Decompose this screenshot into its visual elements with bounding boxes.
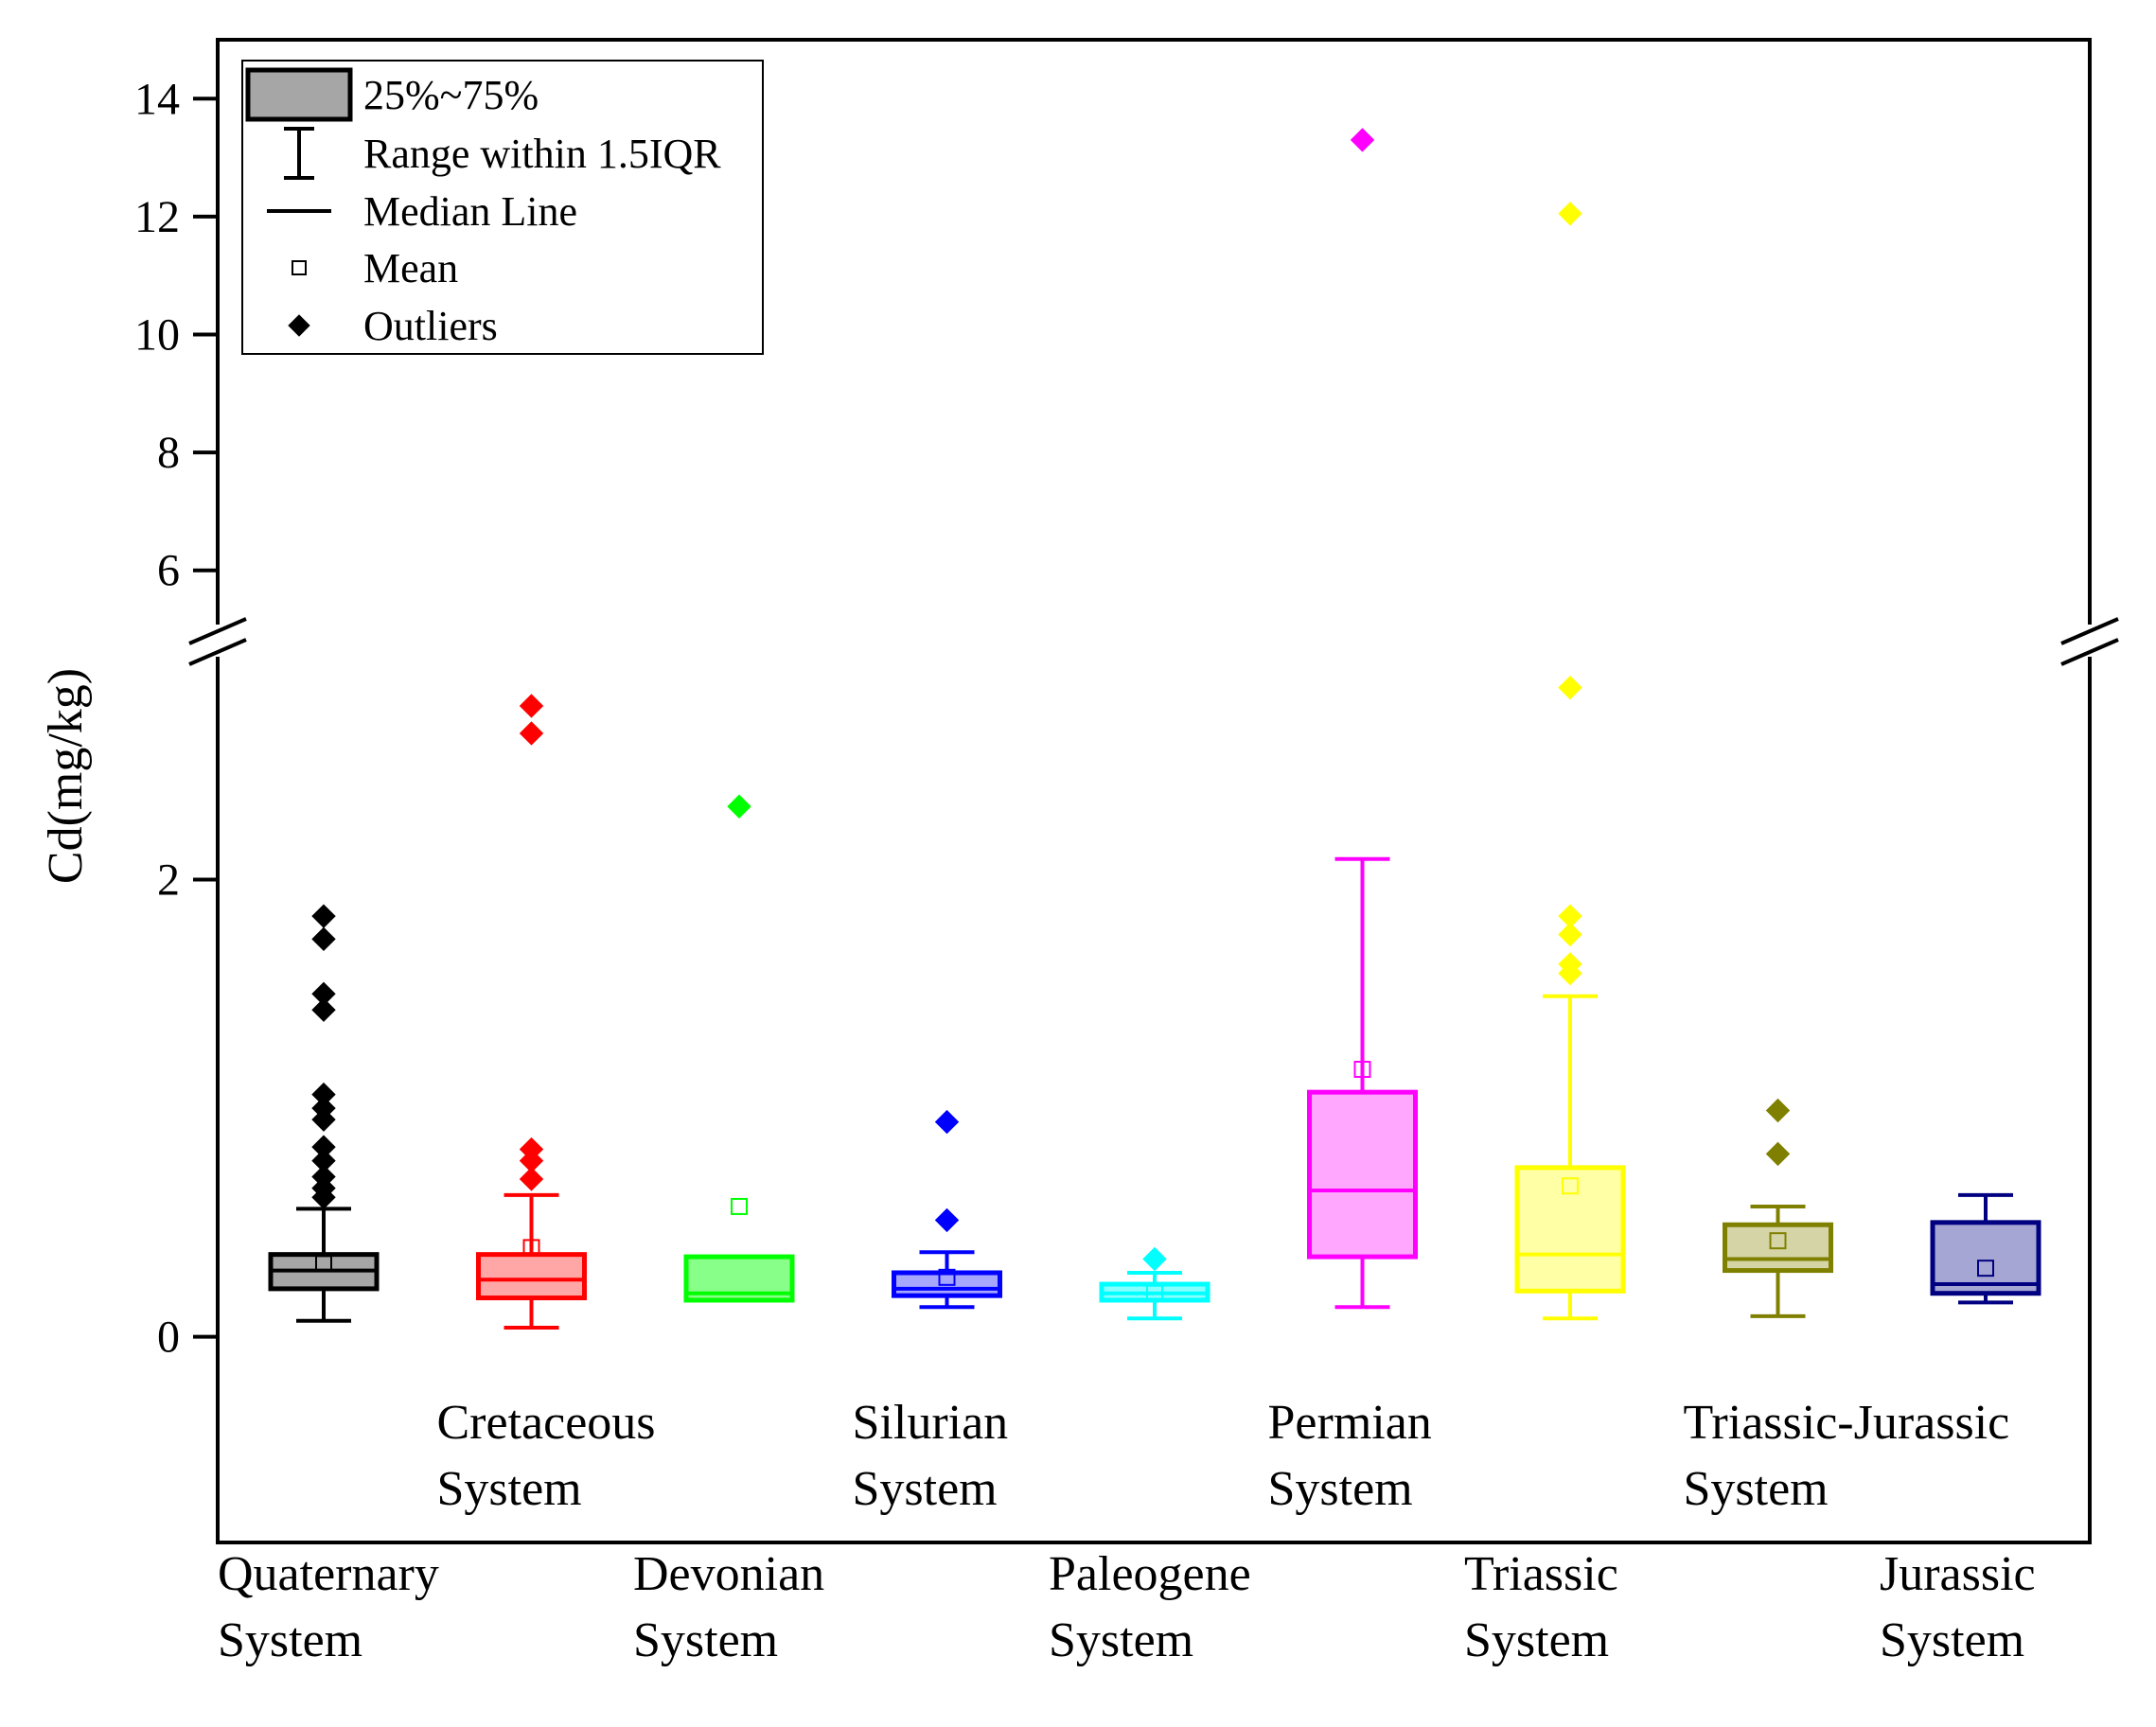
y-tick-label-2: 2: [157, 855, 180, 906]
iqr-box: [892, 1270, 1002, 1298]
outlier-1: [311, 926, 336, 952]
mean-marker: [1146, 1284, 1163, 1302]
iqr-box: [1307, 1089, 1418, 1260]
box-paleogene-system: [1099, 1246, 1211, 1321]
box-quaternary-system: [268, 904, 380, 1323]
category-label-5: Permian System: [1268, 1396, 1432, 1516]
category-label-line: Cretaceous: [437, 1396, 656, 1450]
outlier-1: [519, 721, 544, 746]
category-label-1: Cretaceous System: [437, 1396, 656, 1516]
outlier-0: [311, 904, 336, 928]
y-axis: 0 2 6 8 10 12 14: [134, 74, 218, 1363]
outlier-0: [1765, 1098, 1791, 1123]
category-label-6: Triassic System: [1464, 1547, 1618, 1667]
legend-entry-0: 25%~75%: [363, 72, 539, 118]
category-label-line: Silurian: [853, 1396, 1009, 1450]
plot-frame: [216, 38, 2092, 1544]
legend-symbol-box: [245, 67, 353, 122]
category-label-line: Paleogene: [1049, 1547, 1251, 1601]
legend-entry-3: Mean: [363, 245, 458, 291]
outlier-1: [934, 1207, 960, 1233]
mean-marker: [1769, 1232, 1787, 1250]
outlier-0: [1558, 202, 1582, 226]
category-label-line: System: [1684, 1462, 1829, 1516]
mean-marker: [1353, 1061, 1371, 1079]
category-label-line: System: [437, 1462, 582, 1516]
y-tick-label-0: 0: [157, 1313, 180, 1363]
iqr-box: [476, 1252, 587, 1301]
outlier-4: [519, 1167, 544, 1191]
axis-breaks: [188, 617, 2119, 666]
legend: 25%~75% Range within 1.5IQR Median Line Mea…: [241, 60, 764, 355]
y-tick-label-14: 14: [134, 74, 180, 124]
box-permian-system: [1307, 128, 1418, 1310]
category-label-line: System: [1268, 1462, 1413, 1516]
box-cretaceous-system: [476, 694, 587, 1330]
legend-entry-1: Range within 1.5IQR: [363, 131, 721, 177]
category-label-line: Permian: [1268, 1396, 1432, 1450]
outlier-3: [311, 997, 336, 1022]
category-label-7: Triassic-Jurassic System: [1684, 1396, 2010, 1516]
outlier-0: [727, 794, 751, 819]
category-label-line: Jurassic: [1880, 1547, 2036, 1601]
outlier-0: [1350, 128, 1375, 152]
y-tick-label-12: 12: [134, 192, 180, 242]
outlier-11: [311, 1185, 336, 1209]
plot-content: [268, 128, 2041, 1330]
category-label-4: Paleogene System: [1049, 1547, 1251, 1667]
category-label-0: Quaternary System: [218, 1547, 439, 1667]
category-label-line: Quaternary: [218, 1547, 439, 1601]
category-label-line: Devonian: [633, 1547, 824, 1601]
category-label-line: System: [218, 1613, 362, 1667]
axis-break-mark-left-lower: [188, 638, 247, 666]
category-label-line: Triassic-Jurassic: [1684, 1396, 2010, 1450]
iqr-box: [1930, 1220, 2041, 1296]
box-triassic-system: [1514, 202, 1626, 1321]
category-label-8: Jurassic System: [1880, 1547, 2036, 1667]
category-label-line: System: [853, 1462, 998, 1516]
outlier-5: [1558, 960, 1582, 986]
box-jurassic-system: [1930, 1192, 2041, 1305]
mean-marker: [1977, 1260, 1994, 1278]
outlier-6: [311, 1107, 336, 1132]
y-tick-label-8: 8: [157, 428, 180, 478]
mean-marker: [522, 1239, 540, 1257]
axis-break-mark-left-upper: [188, 617, 247, 645]
legend-entry-4: Outliers: [363, 303, 498, 349]
axis-break-mark-right-lower: [2060, 638, 2119, 666]
category-label-3: Silurian System: [853, 1396, 1009, 1516]
mean-marker: [731, 1197, 748, 1215]
legend-entry-2: Median Line: [363, 188, 577, 235]
mean-marker: [315, 1255, 332, 1273]
box-triassic-jurassic-system: [1723, 1098, 1833, 1318]
outlier-0: [934, 1109, 960, 1135]
category-label-line: System: [1464, 1613, 1609, 1667]
category-label-line: System: [1880, 1613, 2024, 1667]
legend-symbol-mean: [292, 260, 307, 275]
box-devonian-system: [683, 794, 795, 1303]
y-tick-label-6: 6: [157, 546, 180, 596]
outlier-0: [519, 694, 544, 718]
mean-marker: [938, 1268, 956, 1286]
y-tick-label-10: 10: [134, 310, 180, 361]
box-silurian-system: [892, 1109, 1002, 1310]
outlier-1: [1765, 1141, 1791, 1167]
outlier-3: [1558, 922, 1582, 947]
outlier-1: [1558, 675, 1582, 700]
legend-symbol-outlier: [288, 314, 310, 337]
mean-marker: [1562, 1177, 1579, 1195]
category-label-line: Triassic: [1464, 1547, 1618, 1601]
outlier-0: [1142, 1246, 1167, 1272]
category-label-line: System: [633, 1613, 778, 1667]
y-axis-title: Cd(mg/kg): [39, 668, 93, 884]
iqr-box: [1514, 1165, 1626, 1294]
axis-break-mark-right-upper: [2060, 617, 2119, 645]
category-label-2: Devonian System: [633, 1547, 824, 1667]
category-label-line: System: [1049, 1613, 1193, 1667]
